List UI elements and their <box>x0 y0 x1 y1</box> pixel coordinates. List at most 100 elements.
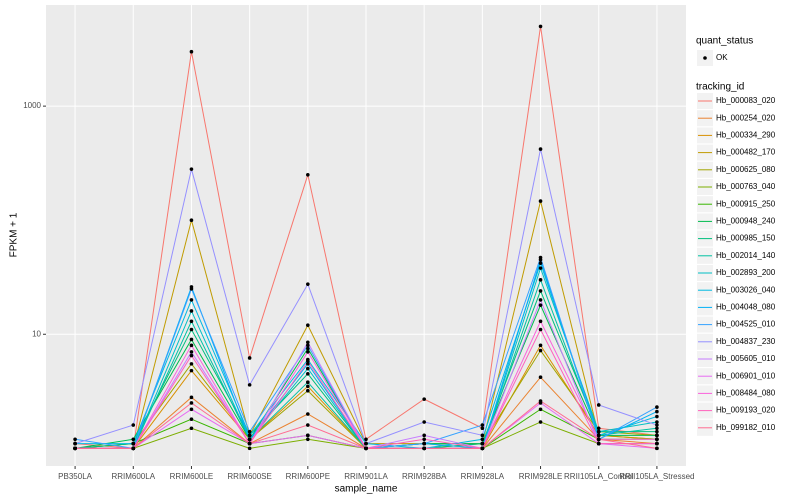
x-tick-label: RRIM928LE <box>519 472 563 481</box>
legend-label: Hb_000625_080 <box>716 165 776 174</box>
data-point <box>480 446 485 451</box>
data-point <box>189 350 194 354</box>
data-point <box>364 446 368 451</box>
x-tick-label: RRIM600SE <box>227 472 271 481</box>
data-point <box>306 172 310 177</box>
legend-label: Hb_004837_230 <box>716 337 776 346</box>
data-point <box>538 261 543 265</box>
data-point <box>306 388 310 393</box>
legend-label: Hb_004048_080 <box>716 303 776 312</box>
data-point <box>306 282 310 286</box>
legend-label: Hb_000915_250 <box>716 199 776 208</box>
data-point <box>538 266 543 270</box>
data-point <box>189 319 194 324</box>
data-point <box>189 327 194 332</box>
data-point <box>422 446 426 451</box>
data-point <box>422 433 426 438</box>
data-point <box>480 433 485 438</box>
x-tick-label: RRIM600PE <box>286 472 330 481</box>
data-point <box>655 446 659 451</box>
data-point <box>131 437 136 442</box>
data-point <box>422 437 426 442</box>
data-point <box>306 343 310 348</box>
legend-label: Hb_006901_010 <box>716 371 776 380</box>
data-point <box>538 24 543 29</box>
data-point <box>655 433 659 438</box>
data-point <box>655 437 659 442</box>
data-point <box>596 441 601 446</box>
data-point <box>306 433 310 438</box>
data-point <box>189 167 194 171</box>
data-point <box>306 372 310 376</box>
data-point <box>655 409 659 414</box>
data-point <box>538 289 543 293</box>
x-axis-title: sample_name <box>335 484 398 495</box>
data-point <box>364 437 368 442</box>
data-point <box>422 420 426 424</box>
data-point <box>189 337 194 342</box>
x-tick-label: RRII105LA_Control <box>564 472 634 481</box>
data-point <box>538 420 543 424</box>
legend-label: Hb_005605_010 <box>716 354 776 363</box>
data-point <box>189 407 194 412</box>
data-point <box>131 446 136 451</box>
data-point <box>189 287 194 291</box>
data-point <box>422 441 426 446</box>
data-point <box>596 429 601 434</box>
legend-label: Hb_000985_150 <box>716 234 776 243</box>
data-point <box>189 343 194 348</box>
data-point <box>538 343 543 348</box>
x-tick-label: RRIM600LA <box>111 472 155 481</box>
data-point <box>247 383 252 387</box>
data-point <box>538 348 543 353</box>
data-point <box>247 446 252 451</box>
data-point <box>247 429 252 434</box>
data-point <box>480 437 485 442</box>
data-point <box>480 423 485 427</box>
legend-label: Hb_008484_080 <box>716 389 776 398</box>
data-point <box>538 327 543 332</box>
data-point <box>189 426 194 431</box>
data-point <box>538 147 543 151</box>
legend-label: Hb_000334_290 <box>716 131 776 140</box>
data-point <box>306 359 310 364</box>
data-point <box>364 441 368 446</box>
y-axis-title: FPKM + 1 <box>9 212 20 257</box>
data-point <box>247 437 252 442</box>
data-point <box>538 255 543 260</box>
data-point <box>131 441 136 446</box>
data-point <box>247 441 252 446</box>
data-point <box>538 407 543 412</box>
data-point <box>306 437 310 442</box>
legend-label: Hb_000482_170 <box>716 148 776 157</box>
data-point <box>306 323 310 328</box>
legend-label: Hb_004525_010 <box>716 320 776 329</box>
legend-point <box>703 56 707 60</box>
y-tick-label: 1000 <box>23 101 41 110</box>
data-point <box>655 405 659 409</box>
data-point <box>189 49 194 54</box>
y-tick-label: 10 <box>32 329 41 338</box>
data-point <box>422 397 426 401</box>
data-point <box>596 426 601 431</box>
legend-label: Hb_002893_200 <box>716 268 776 277</box>
data-point <box>73 446 77 451</box>
data-point <box>306 384 310 389</box>
legend-title: quant_status <box>696 36 753 47</box>
data-point <box>538 303 543 307</box>
data-point <box>538 375 543 380</box>
data-point <box>480 441 485 446</box>
data-point <box>189 401 194 405</box>
data-point <box>306 366 310 371</box>
legend-label: Hb_009193_020 <box>716 406 776 415</box>
data-point <box>655 420 659 424</box>
data-point <box>189 417 194 422</box>
data-point <box>655 423 659 427</box>
legend-label: Hb_003026_040 <box>716 285 776 294</box>
data-point <box>73 437 77 442</box>
x-tick-label: RRIM600LE <box>170 472 214 481</box>
x-tick-label: RRIM928BA <box>402 472 447 481</box>
data-point <box>306 412 310 416</box>
